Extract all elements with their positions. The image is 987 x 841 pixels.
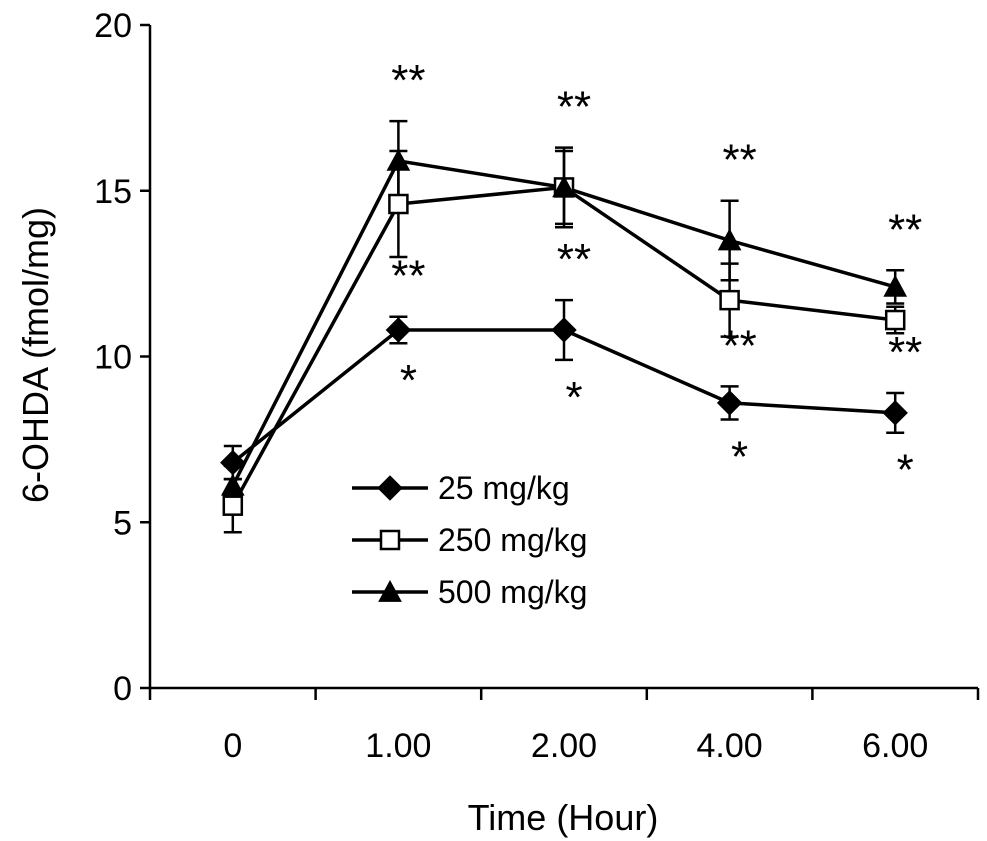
- legend-marker: [377, 475, 403, 501]
- significance-marker: *: [400, 356, 417, 405]
- annotation-layer: ********** **** *** ** *: [391, 56, 922, 495]
- x-tick-label: 1.00: [365, 727, 431, 765]
- data-point: [551, 317, 577, 343]
- data-point: [552, 175, 576, 198]
- legend-label: 250 mg/kg: [438, 522, 587, 558]
- legend-marker: [378, 579, 402, 602]
- data-point: [386, 148, 411, 171]
- significance-marker: **: [391, 56, 425, 105]
- data-point: [220, 473, 245, 496]
- significance-marker: **: [722, 136, 756, 185]
- data-point: [388, 193, 409, 215]
- series-layer: [220, 119, 908, 534]
- data-point: [719, 289, 740, 311]
- significance-marker: **: [722, 321, 756, 370]
- data-point: [883, 274, 908, 297]
- y-tick-label: 0: [113, 670, 132, 708]
- data-point: [222, 495, 244, 516]
- x-axis-title: Time (Hour): [468, 797, 659, 838]
- significance-marker: *: [731, 432, 748, 481]
- legend-label: 25 mg/kg: [438, 470, 570, 506]
- significance-marker: **: [888, 328, 922, 377]
- markers-500-mg-kg: [220, 148, 908, 496]
- significance-marker: **: [557, 83, 591, 132]
- data-point: [385, 317, 412, 343]
- data-point: [717, 228, 742, 251]
- y-axis-title: 6-OHDA (fmol/mg): [15, 207, 56, 503]
- y-tick-label: 15: [94, 173, 132, 211]
- y-tick-label: 20: [94, 7, 132, 45]
- significance-marker: **: [391, 252, 425, 301]
- markers-25-mg-kg: [220, 317, 908, 476]
- y-tick-label: 5: [113, 504, 132, 542]
- legend-label: 500 mg/kg: [438, 574, 587, 610]
- data-point: [882, 400, 908, 426]
- y-tick-label: 10: [94, 339, 132, 377]
- significance-marker: **: [557, 235, 591, 284]
- legend-marker: [379, 529, 401, 551]
- legend: 25 mg/kg 250 mg/kg 500 mg/kg: [352, 470, 587, 610]
- x-tick-label: 0: [223, 727, 242, 765]
- significance-marker: *: [565, 373, 582, 422]
- x-tick-label: 2.00: [531, 727, 597, 765]
- data-point: [884, 309, 906, 331]
- x-tick-label: 6.00: [862, 727, 928, 765]
- significance-marker: **: [888, 205, 922, 254]
- significance-marker: *: [897, 446, 914, 495]
- data-point: [716, 390, 743, 416]
- x-tick-label: 4.00: [697, 727, 763, 765]
- axes: 0 5 10 15 20 0 1.00 2.00 4.00 6.00: [94, 7, 980, 765]
